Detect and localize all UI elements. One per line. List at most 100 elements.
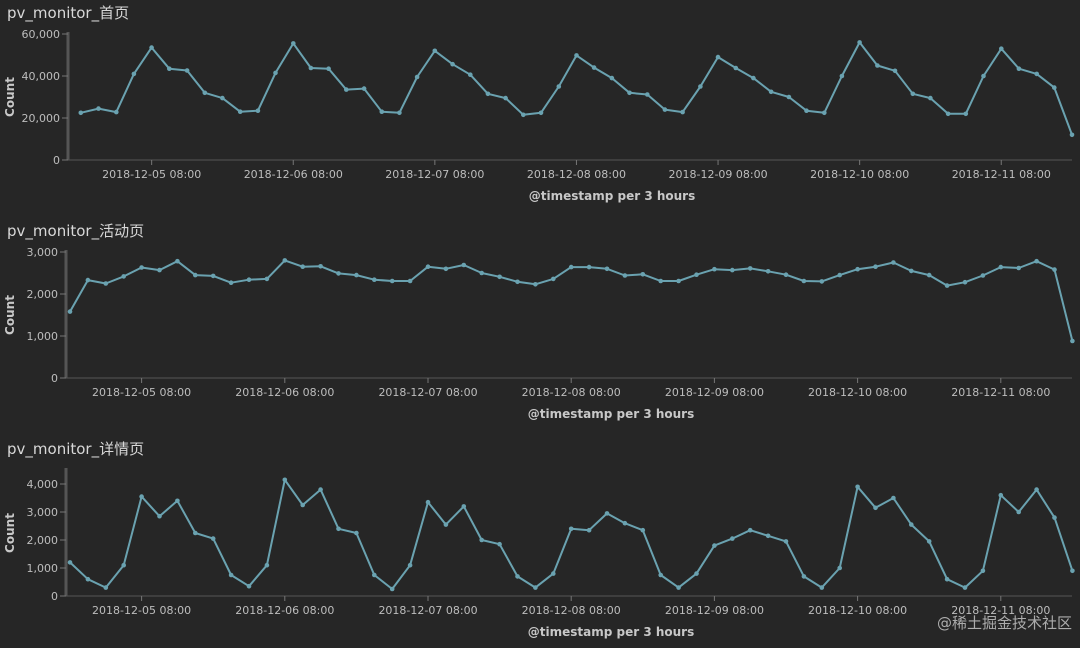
data-point[interactable]: [210, 536, 216, 541]
data-point[interactable]: [228, 572, 234, 578]
data-point[interactable]: [801, 278, 807, 284]
data-point[interactable]: [1069, 132, 1075, 138]
data-point[interactable]: [837, 272, 842, 278]
data-point[interactable]: [336, 271, 341, 276]
data-point[interactable]: [372, 572, 377, 578]
data-point[interactable]: [765, 533, 771, 539]
data-point[interactable]: [1016, 66, 1022, 71]
data-point[interactable]: [78, 110, 84, 116]
data-point[interactable]: [503, 95, 508, 101]
data-point[interactable]: [645, 92, 650, 97]
data-point[interactable]: [157, 513, 162, 519]
data-point[interactable]: [551, 276, 556, 282]
data-point[interactable]: [389, 278, 395, 284]
data-point[interactable]: [326, 66, 331, 71]
data-point[interactable]: [926, 539, 932, 544]
data-point[interactable]: [264, 562, 270, 568]
data-point[interactable]: [662, 107, 668, 112]
data-point[interactable]: [479, 537, 485, 543]
data-point[interactable]: [67, 309, 73, 314]
data-point[interactable]: [751, 75, 756, 81]
data-point[interactable]: [354, 272, 359, 278]
data-point[interactable]: [515, 279, 520, 285]
data-point[interactable]: [568, 526, 574, 532]
data-point[interactable]: [237, 109, 243, 114]
data-point[interactable]: [372, 277, 377, 282]
data-point[interactable]: [963, 111, 969, 117]
data-point[interactable]: [228, 280, 234, 285]
data-point[interactable]: [1016, 509, 1021, 515]
data-point[interactable]: [747, 266, 753, 271]
data-point[interactable]: [157, 267, 162, 273]
data-point[interactable]: [220, 95, 225, 101]
data-point[interactable]: [698, 84, 703, 89]
data-point[interactable]: [627, 90, 632, 96]
data-point[interactable]: [1052, 267, 1057, 272]
data-point[interactable]: [586, 264, 592, 270]
data-point[interactable]: [1016, 265, 1021, 271]
data-point[interactable]: [998, 492, 1004, 498]
data-point[interactable]: [246, 277, 252, 282]
data-point[interactable]: [282, 258, 288, 263]
data-point[interactable]: [461, 504, 467, 509]
data-point[interactable]: [114, 109, 119, 115]
data-point[interactable]: [944, 283, 950, 288]
data-point[interactable]: [479, 270, 485, 276]
data-point[interactable]: [210, 273, 216, 279]
data-point[interactable]: [640, 272, 646, 277]
data-point[interactable]: [318, 264, 323, 269]
data-point[interactable]: [928, 95, 933, 101]
data-point[interactable]: [308, 65, 314, 71]
data-point[interactable]: [640, 527, 646, 533]
data-point[interactable]: [658, 572, 663, 578]
data-point[interactable]: [1034, 258, 1039, 264]
data-point[interactable]: [591, 65, 597, 70]
data-point[interactable]: [783, 272, 789, 277]
data-point[interactable]: [1052, 85, 1057, 90]
data-point[interactable]: [121, 562, 126, 568]
data-point[interactable]: [291, 41, 296, 46]
data-point[interactable]: [361, 86, 367, 91]
data-point[interactable]: [551, 571, 556, 576]
data-point[interactable]: [389, 586, 395, 592]
data-point[interactable]: [497, 541, 502, 547]
data-point[interactable]: [556, 84, 562, 89]
data-point[interactable]: [521, 112, 526, 118]
data-point[interactable]: [193, 272, 198, 278]
data-point[interactable]: [103, 585, 109, 590]
data-point[interactable]: [344, 87, 349, 92]
data-point[interactable]: [85, 277, 91, 283]
data-point[interactable]: [485, 91, 491, 97]
data-point[interactable]: [461, 262, 467, 268]
data-point[interactable]: [443, 266, 449, 272]
data-point[interactable]: [175, 498, 180, 504]
data-point[interactable]: [855, 266, 860, 272]
data-point[interactable]: [318, 487, 323, 492]
data-point[interactable]: [407, 278, 413, 284]
data-point[interactable]: [85, 576, 91, 582]
data-point[interactable]: [694, 272, 699, 277]
data-point[interactable]: [149, 45, 154, 50]
data-point[interactable]: [622, 520, 628, 526]
data-point[interactable]: [712, 543, 717, 548]
data-point[interactable]: [804, 108, 809, 113]
data-point[interactable]: [747, 527, 753, 533]
data-point[interactable]: [839, 73, 845, 79]
data-point[interactable]: [1034, 71, 1039, 77]
data-point[interactable]: [264, 276, 270, 282]
data-point[interactable]: [432, 48, 438, 54]
data-point[interactable]: [891, 260, 896, 265]
data-point[interactable]: [819, 585, 825, 590]
data-point[interactable]: [96, 106, 101, 111]
data-point[interactable]: [857, 40, 862, 45]
data-point[interactable]: [568, 264, 574, 270]
data-point[interactable]: [175, 258, 180, 264]
data-point[interactable]: [999, 46, 1004, 51]
data-point[interactable]: [538, 110, 544, 116]
data-point[interactable]: [822, 110, 827, 116]
data-point[interactable]: [962, 279, 968, 285]
data-point[interactable]: [604, 511, 610, 516]
data-point[interactable]: [998, 264, 1004, 270]
data-point[interactable]: [765, 269, 771, 274]
data-point[interactable]: [1070, 568, 1075, 574]
